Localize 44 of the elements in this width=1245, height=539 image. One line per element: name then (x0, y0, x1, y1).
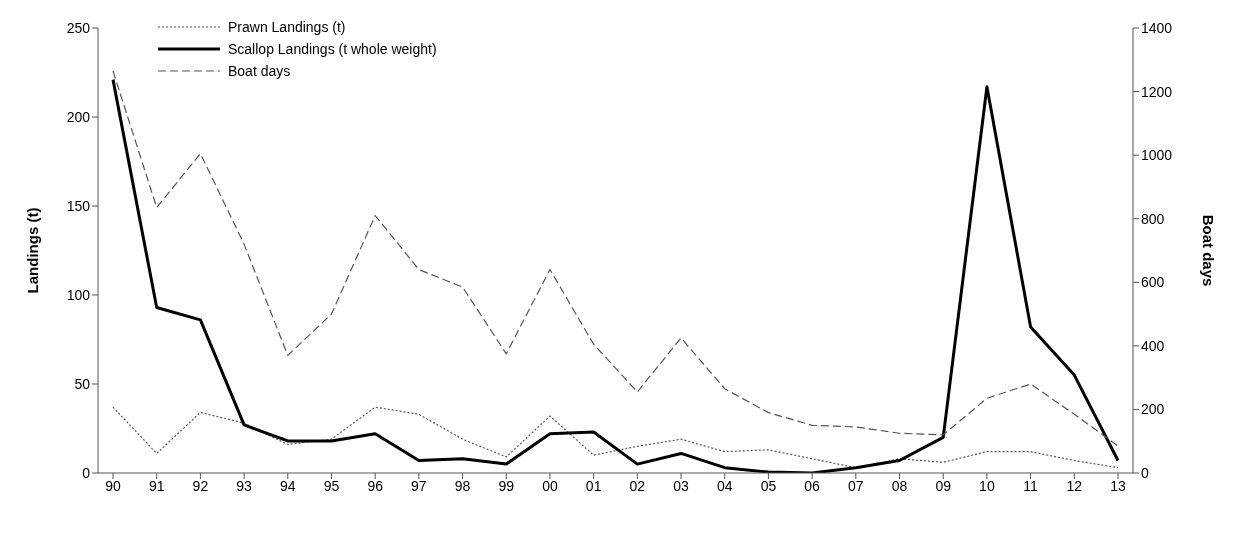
x-tick-label: 98 (454, 477, 471, 494)
legend-label: Scallop Landings (t whole weight) (228, 41, 437, 57)
y2-tick-label: 600 (1141, 274, 1165, 291)
x-tick-label: 08 (891, 477, 908, 494)
legend-label: Boat days (228, 63, 291, 79)
x-tick-label: 92 (192, 477, 209, 494)
x-tick-label: 13 (1110, 477, 1126, 494)
y2-tick-label: 1000 (1141, 147, 1173, 164)
x-tick-label: 04 (716, 477, 733, 494)
x-tick-label: 06 (804, 477, 821, 494)
y-tick-label: 250 (66, 19, 91, 36)
y2-tick-label: 400 (1141, 337, 1165, 354)
x-tick-label: 09 (935, 477, 952, 494)
y-tick-label: 150 (66, 197, 91, 214)
x-tick-label: 12 (1066, 477, 1083, 494)
y2-axis-title: Boat days (1199, 214, 1217, 287)
x-tick-label: 02 (629, 477, 646, 494)
y2-tick-label: 1400 (1141, 19, 1173, 36)
x-tick-label: 11 (1023, 477, 1039, 494)
y-tick-label: 50 (74, 375, 91, 392)
y-tick-label: 200 (66, 108, 91, 125)
x-tick-label: 99 (498, 477, 515, 494)
x-tick-label: 03 (673, 477, 690, 494)
legend-label: Prawn Landings (t) (228, 19, 346, 35)
x-tick-label: 10 (979, 477, 995, 494)
x-tick-label: 94 (279, 477, 296, 494)
x-tick-label: 00 (542, 477, 558, 494)
y-axis-title: Landings (t) (24, 207, 42, 294)
x-tick-label: 05 (760, 477, 777, 494)
y2-tick-label: 0 (1141, 464, 1149, 481)
x-tick-label: 95 (323, 477, 340, 494)
x-tick-label: 01 (585, 477, 602, 494)
x-tick-label: 07 (848, 477, 864, 494)
y-tick-label: 0 (82, 464, 91, 481)
line-series (112, 406, 1119, 469)
x-tick-label: 97 (411, 477, 427, 494)
x-tick-label: 96 (367, 477, 384, 494)
x-tick-label: 91 (148, 477, 165, 494)
y2-tick-label: 1200 (1141, 83, 1173, 100)
y2-tick-label: 800 (1141, 210, 1165, 227)
x-tick-label: 90 (105, 477, 121, 494)
x-tick-label: 93 (236, 477, 253, 494)
y2-tick-label: 200 (1141, 401, 1165, 418)
y-tick-label: 100 (66, 286, 91, 303)
